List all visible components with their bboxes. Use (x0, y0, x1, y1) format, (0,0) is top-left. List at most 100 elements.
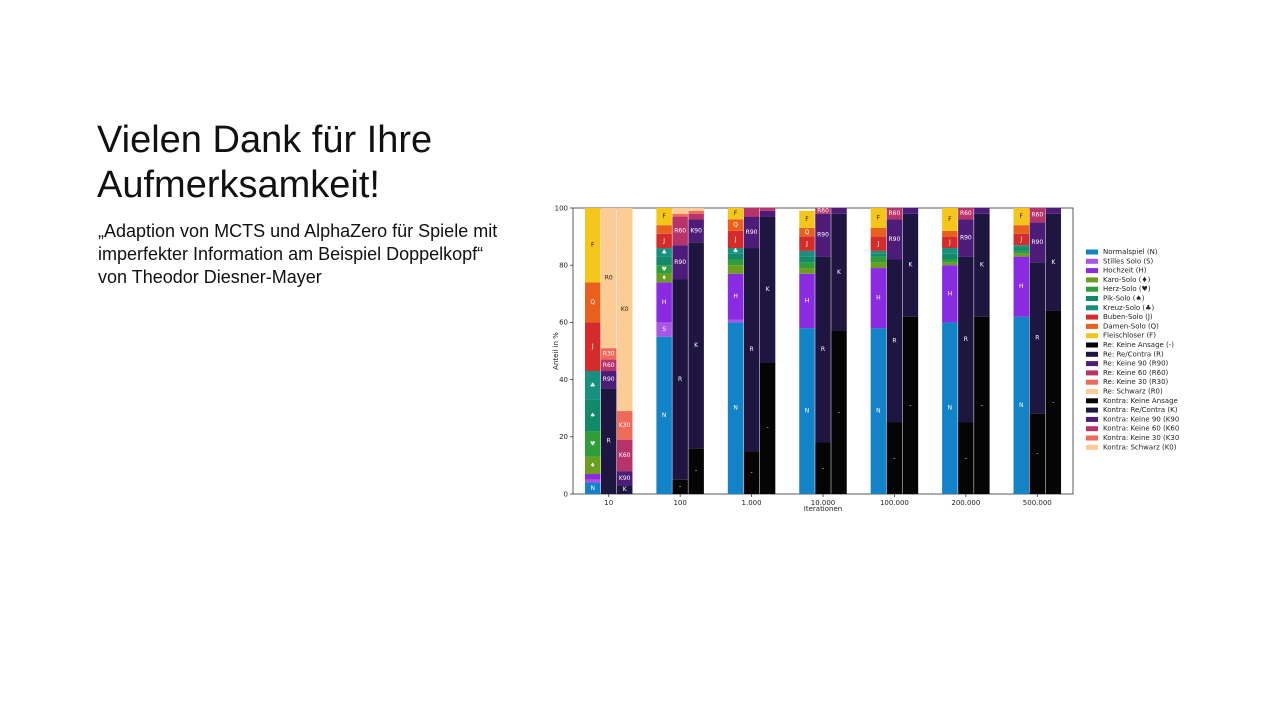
bar-segment-label: ♠ (590, 412, 595, 419)
legend-swatch (1086, 314, 1098, 320)
bar-segment-label: H (733, 293, 738, 300)
bar-segment-label: K (837, 269, 842, 276)
bar-segment-game-type (1013, 256, 1030, 317)
bar-segment-kontra-announcement (616, 411, 633, 440)
legend-swatch (1086, 258, 1098, 264)
bar-segment-game-type (584, 479, 601, 483)
bar-segment-game-type (656, 322, 672, 337)
bar-segment-re-announcement (743, 248, 760, 452)
bar-segment-label: N (876, 408, 881, 415)
bar-segment-game-type (870, 208, 887, 229)
bar-segment-game-type (656, 233, 672, 249)
legend-swatch (1086, 249, 1098, 255)
bar-segment-label: F (948, 216, 952, 223)
bar-segment-re-announcement (886, 219, 903, 260)
bar-segment-label: R60 (674, 227, 686, 234)
legend-entry: Re: Keine Ansage (-) (1103, 341, 1174, 349)
bar-segment-label: K (623, 486, 628, 493)
legend-swatch (1086, 323, 1098, 329)
bar-segment-kontra-announcement (831, 330, 847, 494)
bar-segment-game-type (584, 282, 601, 323)
bar-segment-game-type (942, 253, 958, 260)
bar-segment-kontra-announcement (902, 213, 919, 317)
bar-segment-label: K90 (619, 475, 631, 482)
bar-segment-game-type (727, 273, 744, 320)
bar-segment-re-announcement (743, 451, 760, 494)
bar-segment-label: ♥ (661, 266, 666, 273)
bar-segment-label: J (662, 237, 665, 244)
legend-entry: Hochzeit (H) (1103, 267, 1147, 275)
legend-swatch (1086, 379, 1098, 385)
bar-segment-game-type (799, 262, 815, 269)
bar-segment-kontra-announcement (688, 219, 704, 243)
legend-entry: Herz-Solo (♥) (1103, 285, 1151, 293)
bar-segment-game-type (870, 250, 887, 254)
legend-swatch (1086, 407, 1098, 413)
bar-segment-game-type (584, 399, 601, 432)
bar-segment-label: K60 (619, 452, 631, 459)
bar-segment-game-type (656, 256, 672, 266)
bar-segment-label: F (805, 216, 809, 223)
legend-swatch (1086, 277, 1098, 283)
bar-segment-label: ♥ (590, 440, 595, 447)
bar-segment-game-type (727, 322, 744, 494)
bar-segment-label: R (821, 346, 825, 353)
bar-segment-re-announcement (815, 256, 831, 443)
bar-segment-game-type (870, 253, 887, 257)
bar-segment-label: - (1036, 450, 1038, 457)
bar-segment-game-type (942, 248, 958, 254)
bar-segment-kontra-announcement (902, 208, 919, 214)
bar-segment-label: R (892, 337, 896, 344)
bar-segment-label: R90 (603, 376, 615, 383)
bar-segment-label: F (734, 210, 738, 217)
bar-segment-kontra-announcement (688, 208, 704, 211)
bar-segment-kontra-announcement (616, 485, 633, 494)
bar-segment-game-type (870, 236, 887, 251)
bar-segment-re-announcement (743, 216, 760, 249)
bar-segment-label: K (980, 262, 985, 269)
bar-segment-kontra-announcement (616, 208, 633, 412)
bar-segment-game-type (799, 273, 815, 329)
bar-segment-kontra-announcement (688, 210, 704, 214)
bar-segment-label: N (948, 405, 953, 412)
bar-segment-re-announcement (886, 208, 903, 220)
bar-segment-game-type (584, 431, 601, 457)
y-tick-label: 40 (559, 376, 568, 384)
legend-entry: Normalspiel (N) (1103, 248, 1158, 256)
bar-segment-label: H (662, 299, 667, 306)
bar-segment-label: Q (733, 222, 738, 229)
bar-segment-kontra-announcement (974, 316, 990, 494)
bar-segment-re-announcement (672, 245, 688, 280)
bar-segment-re-announcement (958, 219, 974, 257)
x-tick-label: 1.000 (742, 499, 762, 507)
bar-segment-re-announcement (1029, 413, 1046, 494)
bar-segment-label: ♣ (590, 382, 595, 389)
bar-segment-label: R60 (817, 207, 829, 214)
bar-segment-label: F (1020, 213, 1024, 220)
bar-segment-label: - (909, 402, 911, 409)
legend-swatch (1086, 296, 1098, 301)
bar-segment-label: N (1019, 402, 1024, 409)
bar-segment-label: N (662, 412, 667, 419)
bar-segment-label: H (805, 297, 810, 304)
bar-segment-game-type (942, 230, 958, 237)
bar-segment-game-type (870, 268, 887, 329)
bar-segment-game-type (942, 262, 958, 266)
bar-segment-label: - (1052, 399, 1054, 406)
slide-title: Vielen Dank für Ihre Aufmerksamkeit! (97, 118, 527, 208)
bar-segment-label: K90 (690, 227, 702, 234)
legend-entry: Re: Re/Contra (R) (1103, 350, 1164, 358)
bar-segment-game-type (1013, 250, 1030, 254)
bar-segment-game-type (942, 322, 958, 494)
bar-segment-game-type (584, 482, 601, 494)
bar-segment-label: ♦ (590, 462, 595, 469)
legend-entry: Re: Keine 90 (R90) (1103, 360, 1169, 368)
y-tick-label: 20 (559, 433, 568, 441)
bar-segment-label: R60 (889, 210, 901, 217)
x-tick-label: 200.000 (951, 499, 980, 507)
y-axis-label: Anteil in % (552, 332, 560, 370)
bar-segment-re-announcement (886, 422, 903, 494)
bar-segment-kontra-announcement (759, 216, 776, 363)
bar-segment-label: R (607, 438, 611, 445)
bar-segment-label: - (965, 455, 967, 462)
